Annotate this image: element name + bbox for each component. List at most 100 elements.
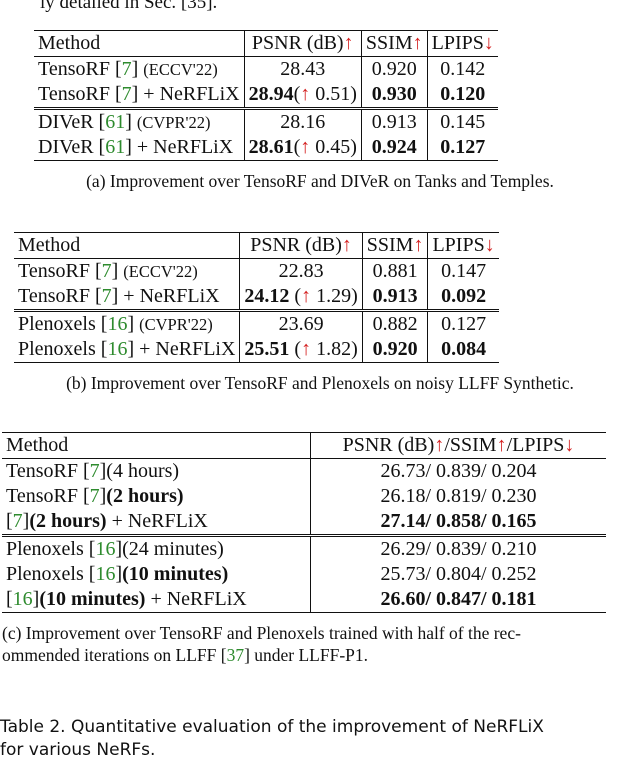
table-caption: Table 2. Quantitative evaluation of the … xyxy=(0,717,544,760)
lpips-cell: 0.092 xyxy=(428,284,499,311)
citation-link[interactable]: 16 xyxy=(95,538,116,560)
method-name: TensoRF xyxy=(18,285,90,307)
training-budget: (10 minutes) xyxy=(122,563,229,585)
table-row: Plenoxels [16](10 minutes) 25.73/ 0.804/ … xyxy=(2,562,606,587)
previous-text-fragment: ly detailed in Sec. [35]. xyxy=(40,0,218,13)
table-row: [7](2 hours) + NeRFLiX 27.14/ 0.858/ 0.16… xyxy=(2,509,606,536)
ssim-cell: 0.920 xyxy=(362,337,429,363)
method-suffix: + NeRFLiX xyxy=(123,285,220,307)
citation-link[interactable]: 7 xyxy=(89,460,100,482)
metrics-cell: 26.60/ 0.847/ 0.181 xyxy=(310,587,606,613)
citation-link[interactable]: 7 xyxy=(12,510,23,532)
citation-link[interactable]: 7 xyxy=(101,285,112,307)
citation-link[interactable]: 7 xyxy=(101,260,112,282)
psnr-cell: 28.43 xyxy=(244,56,362,82)
citation-link[interactable]: 7 xyxy=(121,58,132,80)
lpips-value: 0.120 xyxy=(440,83,486,105)
citation-link[interactable]: 37 xyxy=(226,644,245,665)
venue-label: (CVPR'22) xyxy=(136,113,211,132)
citation-link[interactable]: 16 xyxy=(107,313,128,335)
method-name: TensoRF xyxy=(6,485,83,507)
psnr-value: 22.83 xyxy=(278,260,324,282)
method-cell: TensoRF [7](2 hours) xyxy=(2,484,311,509)
training-budget: (10 minutes) xyxy=(39,588,146,610)
psnr-cell: 22.83 xyxy=(239,258,363,284)
citation-link[interactable]: 61 xyxy=(105,136,126,158)
method-cell: TensoRF [7] + NeRFLiX xyxy=(34,82,245,109)
lpips-value: 0.092 xyxy=(441,285,487,307)
method-cell: [16](10 minutes) + NeRFLiX xyxy=(2,587,311,613)
header-ssim: SSIM↑ xyxy=(361,30,428,57)
psnr-delta: 0.51) xyxy=(315,83,357,105)
method-suffix: + NeRFLiX xyxy=(143,83,240,105)
method-name: DIVeR xyxy=(38,111,94,133)
method-name: Plenoxels xyxy=(6,563,89,585)
lpips-cell: 0.147 xyxy=(428,259,499,285)
method-suffix: + NeRFLiX xyxy=(139,338,236,360)
venue-label: (ECCV'22) xyxy=(123,262,198,281)
citation-link[interactable]: 16 xyxy=(95,563,116,585)
method-cell: Plenoxels [16](24 minutes) xyxy=(2,534,311,562)
table-row: Plenoxels [16](24 minutes) 26.29/ 0.839/ … xyxy=(2,534,606,562)
ssim-value: 0.924 xyxy=(371,136,417,158)
method-name: Plenoxels xyxy=(6,538,89,560)
training-budget: (4 hours) xyxy=(106,460,180,482)
psnr-cell: 28.16 xyxy=(244,107,362,135)
up-arrow-icon: ↑ xyxy=(413,234,424,256)
header-lpips: LPIPS↓ xyxy=(427,30,498,57)
lpips-cell: 0.145 xyxy=(427,107,498,135)
method-suffix: + NeRFLiX xyxy=(145,588,247,610)
metrics-value: 26.29/ 0.839/ 0.210 xyxy=(380,538,537,560)
header-metrics: PSNR (dB)↑/SSIM↑/LPIPS↓ xyxy=(310,432,606,459)
lpips-cell: 0.127 xyxy=(427,309,499,337)
lpips-cell: 0.084 xyxy=(427,337,499,363)
citation-link[interactable]: 61 xyxy=(105,111,126,133)
metrics-value: 26.18/ 0.819/ 0.230 xyxy=(380,485,537,507)
method-name: Plenoxels xyxy=(18,313,96,335)
citation-link[interactable]: 16 xyxy=(12,588,33,610)
lpips-cell: 0.120 xyxy=(427,82,498,109)
psnr-delta: 1.82) xyxy=(316,338,358,360)
lpips-value: 0.142 xyxy=(440,58,486,80)
ssim-value: 0.913 xyxy=(372,285,418,307)
method-name: Plenoxels xyxy=(18,338,96,360)
method-suffix: + NeRFLiX xyxy=(136,136,234,158)
method-cell: TensoRF [7] (ECCV'22) xyxy=(34,56,245,82)
psnr-value: 28.94 xyxy=(248,83,294,105)
header-method: Method xyxy=(14,232,241,259)
ssim-cell: 0.920 xyxy=(361,56,428,82)
ssim-value: 0.882 xyxy=(372,313,418,335)
down-arrow-icon: ↓ xyxy=(484,234,495,256)
citation-link[interactable]: 7 xyxy=(121,83,132,105)
lpips-value: 0.084 xyxy=(441,338,487,360)
psnr-value: 24.12 xyxy=(244,285,290,307)
venue-label: (ECCV'22) xyxy=(143,60,218,79)
table-b: Method PSNR (dB)↑ SSIM↑ LPIPS↓ TensoRF [… xyxy=(14,232,499,363)
header-ssim: SSIM↑ xyxy=(362,232,429,259)
method-cell: [7](2 hours) + NeRFLiX xyxy=(2,509,311,536)
ssim-value: 0.881 xyxy=(372,260,418,282)
up-arrow-icon: ↑ xyxy=(412,32,423,54)
table-row: DIVeR [61] (CVPR'22) 28.16 0.913 0.145 xyxy=(34,107,498,135)
citation-link[interactable]: 7 xyxy=(89,485,100,507)
method-suffix: + NeRFLiX xyxy=(106,510,208,532)
method-name: TensoRF xyxy=(38,58,110,80)
metrics-cell: 26.29/ 0.839/ 0.210 xyxy=(310,534,606,562)
training-budget: (2 hours) xyxy=(29,510,107,532)
table-b-block: Method PSNR (dB)↑ SSIM↑ LPIPS↓ TensoRF [… xyxy=(0,232,640,395)
header-lpips: LPIPS↓ xyxy=(427,232,499,259)
table-a-caption: (a) Improvement over TensoRF and DIVeR o… xyxy=(86,171,554,191)
lpips-cell: 0.142 xyxy=(427,57,498,83)
ssim-value: 0.930 xyxy=(371,83,417,105)
psnr-cell: 23.69 xyxy=(239,309,363,337)
citation-link[interactable]: 16 xyxy=(107,338,128,360)
down-arrow-icon: ↓ xyxy=(564,434,575,456)
ssim-cell: 0.913 xyxy=(361,107,428,135)
lpips-value: 0.127 xyxy=(440,136,486,158)
method-name: TensoRF xyxy=(18,260,90,282)
table-c-block: Method PSNR (dB)↑/SSIM↑/LPIPS↓ TensoRF [… xyxy=(0,432,640,667)
psnr-cell: 28.61(↑ 0.45) xyxy=(244,135,362,161)
metrics-cell: 26.73/ 0.839/ 0.204 xyxy=(311,459,607,485)
ssim-cell: 0.924 xyxy=(361,135,428,161)
psnr-value: 28.61 xyxy=(248,136,294,158)
